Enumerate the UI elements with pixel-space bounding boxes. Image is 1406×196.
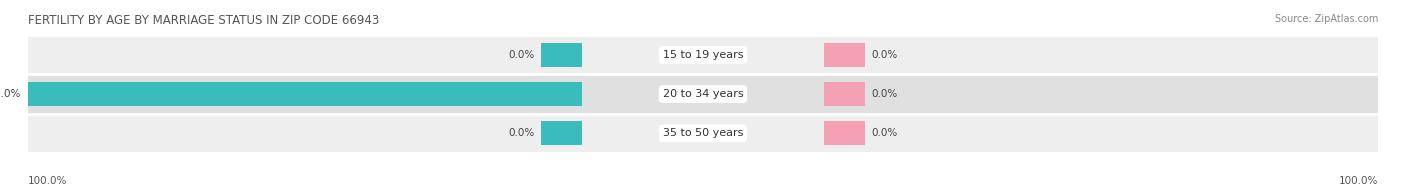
Text: FERTILITY BY AGE BY MARRIAGE STATUS IN ZIP CODE 66943: FERTILITY BY AGE BY MARRIAGE STATUS IN Z… <box>28 14 380 27</box>
Bar <box>28 82 582 106</box>
Bar <box>824 121 865 145</box>
Text: 15 to 19 years: 15 to 19 years <box>662 50 744 60</box>
Bar <box>28 35 1378 74</box>
Text: 0.0%: 0.0% <box>872 128 898 138</box>
Bar <box>28 74 1378 114</box>
Legend: Married, Unmarried: Married, Unmarried <box>626 193 780 196</box>
Text: 100.0%: 100.0% <box>0 89 21 99</box>
Text: 100.0%: 100.0% <box>1339 176 1378 186</box>
Bar <box>824 82 865 106</box>
Text: 0.0%: 0.0% <box>872 89 898 99</box>
Text: 100.0%: 100.0% <box>28 176 67 186</box>
Text: 20 to 34 years: 20 to 34 years <box>662 89 744 99</box>
Text: 35 to 50 years: 35 to 50 years <box>662 128 744 138</box>
Text: 0.0%: 0.0% <box>508 50 534 60</box>
Bar <box>28 114 1378 153</box>
Text: 0.0%: 0.0% <box>872 50 898 60</box>
Bar <box>541 121 582 145</box>
Bar <box>541 43 582 67</box>
Text: 0.0%: 0.0% <box>508 128 534 138</box>
Bar <box>824 43 865 67</box>
Text: Source: ZipAtlas.com: Source: ZipAtlas.com <box>1274 14 1378 24</box>
